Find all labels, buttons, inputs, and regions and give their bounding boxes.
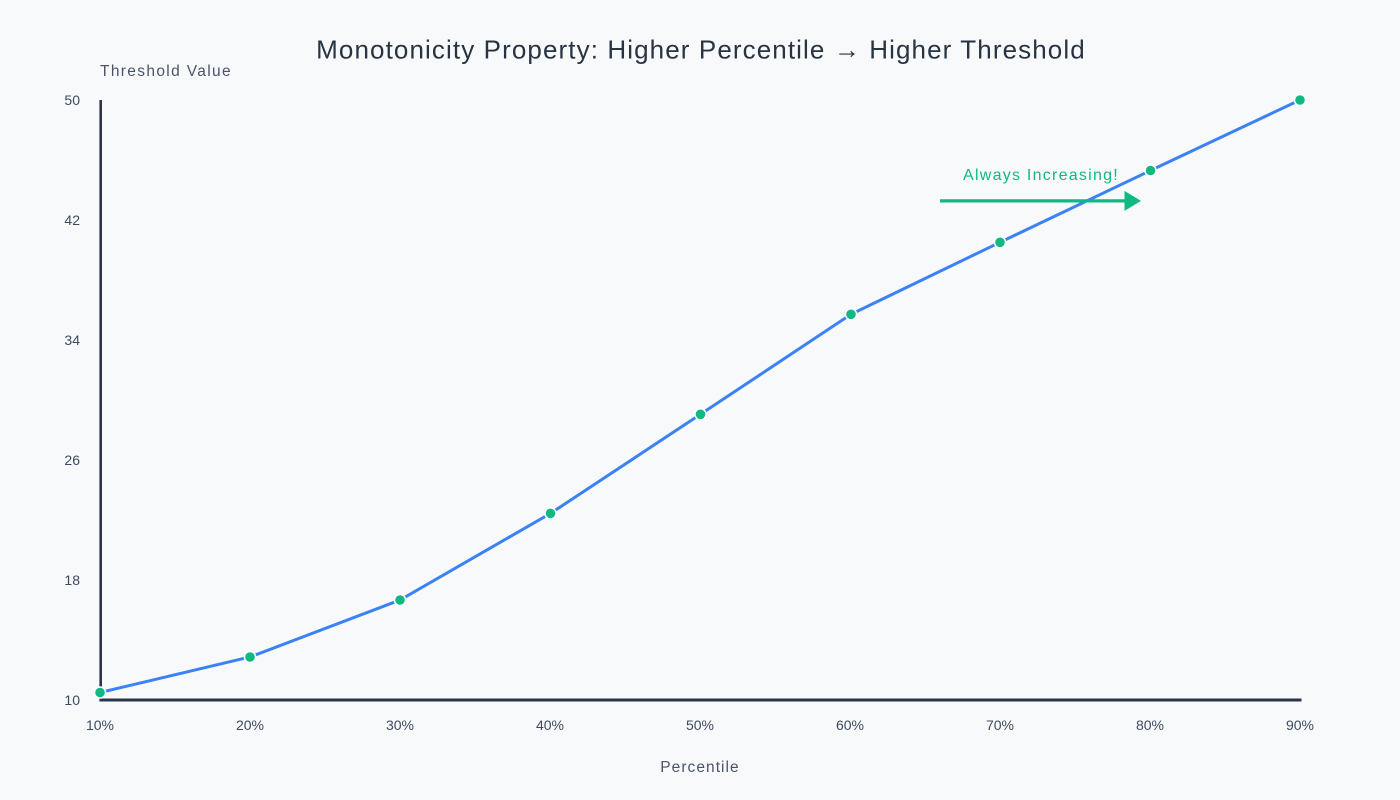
- svg-text:70%: 70%: [986, 717, 1014, 733]
- svg-text:Monotonicity Property: Higher: Monotonicity Property: Higher Percentile…: [316, 35, 1086, 65]
- svg-text:30%: 30%: [386, 717, 414, 733]
- svg-text:26: 26: [64, 452, 80, 468]
- svg-text:10%: 10%: [86, 717, 114, 733]
- svg-text:60%: 60%: [836, 717, 864, 733]
- svg-text:50: 50: [64, 92, 80, 108]
- svg-text:42: 42: [64, 212, 80, 228]
- svg-text:90%: 90%: [1286, 717, 1314, 733]
- svg-text:Percentile: Percentile: [660, 759, 739, 776]
- svg-text:18: 18: [64, 572, 80, 588]
- svg-text:20%: 20%: [236, 717, 264, 733]
- svg-text:80%: 80%: [1136, 717, 1164, 733]
- svg-text:Threshold Value: Threshold Value: [100, 63, 232, 80]
- svg-text:40%: 40%: [536, 717, 564, 733]
- svg-text:34: 34: [64, 332, 80, 348]
- svg-text:Always Increasing!: Always Increasing!: [963, 167, 1119, 184]
- svg-text:50%: 50%: [686, 717, 714, 733]
- svg-text:10: 10: [64, 692, 80, 708]
